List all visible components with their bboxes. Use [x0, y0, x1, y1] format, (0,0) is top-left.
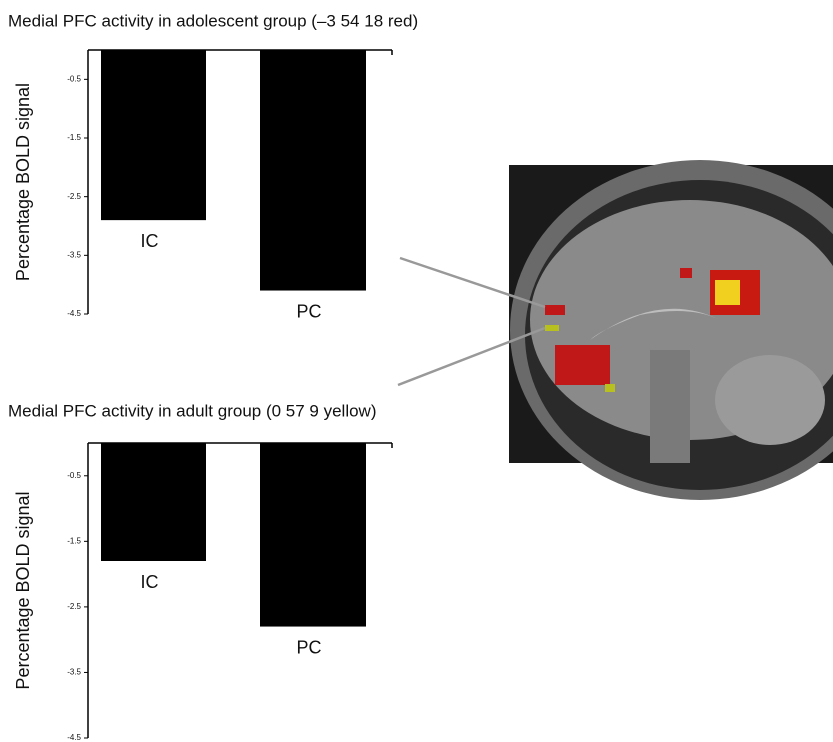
- y-tick-label: -4.5: [67, 733, 81, 742]
- activation-yellow: [545, 325, 559, 331]
- activation-red: [545, 305, 565, 315]
- activation-red: [680, 268, 692, 278]
- y-axis-label: Percentage BOLD signal: [13, 83, 33, 281]
- activation-red: [555, 345, 610, 385]
- connector: [397, 326, 546, 387]
- bar: [260, 443, 366, 627]
- activation-yellow: [715, 280, 740, 305]
- bar: [101, 443, 206, 561]
- cerebellum: [715, 355, 825, 445]
- category-label: PC: [296, 637, 321, 657]
- connector: [399, 256, 546, 309]
- bar: [101, 50, 206, 221]
- brain-image: [509, 160, 833, 500]
- category-label: PC: [296, 301, 321, 321]
- chart-title: Medial PFC activity in adult group (0 57…: [8, 401, 377, 420]
- chart-title: Medial PFC activity in adolescent group …: [8, 11, 418, 30]
- category-label: IC: [141, 231, 159, 251]
- y-tick-label: -3.5: [67, 668, 81, 677]
- bar: [260, 50, 366, 291]
- category-label: IC: [141, 572, 159, 592]
- y-tick-label: -1.5: [67, 536, 81, 545]
- y-tick-label: -2.5: [67, 192, 81, 201]
- corpus-callosum: [590, 308, 720, 340]
- activation-yellow: [605, 384, 615, 392]
- y-tick-label: -3.5: [67, 250, 81, 259]
- y-tick-label: -0.5: [67, 471, 81, 480]
- y-tick-label: -4.5: [67, 309, 81, 318]
- y-axis-label: Percentage BOLD signal: [13, 491, 33, 689]
- brainstem: [650, 350, 690, 463]
- y-tick-label: -2.5: [67, 602, 81, 611]
- y-tick-label: -1.5: [67, 133, 81, 142]
- y-tick-label: -0.5: [67, 74, 81, 83]
